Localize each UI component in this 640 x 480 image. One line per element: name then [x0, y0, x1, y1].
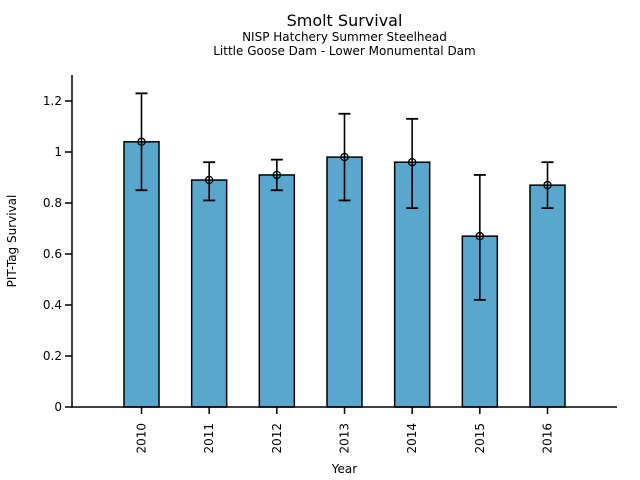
y-tick-label-0: 0	[54, 400, 62, 414]
x-tick-label-2010: 2010	[135, 423, 149, 454]
bar-2011	[190, 179, 228, 408]
x-axis-label: Year	[331, 462, 357, 476]
bars-layer	[123, 92, 566, 408]
bar-2012	[258, 174, 296, 408]
axes-layer: 0 0.2 0.4 0.6 0.8 1 1.2 2010 2011 2012 2013 2014 201…	[43, 75, 617, 454]
x-tick-label-2013: 2013	[338, 423, 352, 454]
y-tick-label-0.6: 0.6	[43, 247, 62, 261]
y-axis-label: PIT-Tag Survival	[5, 195, 19, 288]
point-marker-2012	[272, 170, 282, 180]
x-tick-label-2012: 2012	[270, 423, 284, 454]
x-tick-label-2016: 2016	[541, 423, 555, 454]
y-tick-label-1: 1	[54, 145, 62, 159]
bar-2016	[529, 184, 566, 408]
x-tick-label-2014: 2014	[405, 423, 419, 454]
point-marker-2011	[204, 175, 214, 185]
point-marker-2010	[137, 137, 146, 147]
point-marker-2016	[543, 180, 552, 190]
chart-subtitle-line1: NISP Hatchery Summer Steelhead	[242, 30, 447, 44]
y-tick-label-0.2: 0.2	[43, 349, 62, 363]
y-tick-label-0.8: 0.8	[43, 196, 62, 210]
y-tick-label-1.2: 1.2	[43, 94, 62, 108]
chart-title: Smolt Survival	[286, 11, 403, 30]
x-tick-label-2015: 2015	[473, 423, 487, 454]
point-marker-2014	[407, 157, 417, 167]
chart-subtitle-line2: Little Goose Dam - Lower Monumental Dam	[213, 44, 476, 58]
x-tick-label-2011: 2011	[202, 423, 216, 454]
point-marker-2015	[475, 231, 485, 241]
point-marker-2013	[340, 152, 349, 162]
y-tick-label-0.4: 0.4	[43, 298, 62, 312]
